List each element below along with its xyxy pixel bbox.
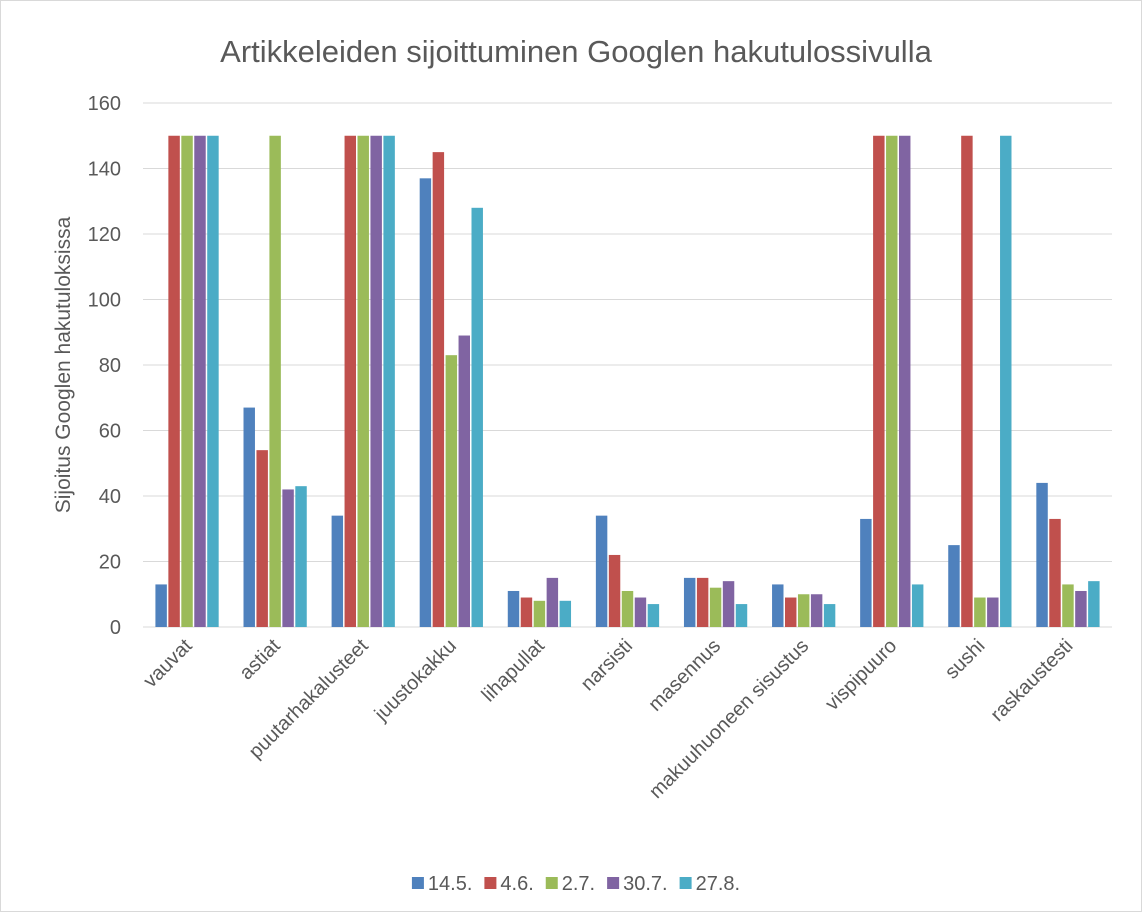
chart-title: Artikkeleiden sijoittuminen Googlen haku… <box>220 34 932 69</box>
bar <box>860 518 872 627</box>
bar <box>471 207 483 628</box>
bar <box>269 135 281 627</box>
bar <box>370 135 382 627</box>
legend-swatch <box>545 877 558 889</box>
bar <box>1049 518 1061 627</box>
bar <box>696 577 709 627</box>
bar <box>207 135 219 627</box>
bar <box>181 135 193 627</box>
bar <box>987 597 999 627</box>
bar <box>520 597 533 627</box>
bar <box>168 135 180 627</box>
bar <box>383 135 395 627</box>
legend-label: 4.6. <box>500 873 533 895</box>
bar <box>608 554 621 627</box>
bar <box>797 594 810 627</box>
bar <box>911 584 924 627</box>
bar <box>974 597 986 627</box>
legend-label: 14.5. <box>428 873 472 895</box>
bar <box>533 600 546 627</box>
bar <box>295 486 307 627</box>
legend-swatch <box>484 877 497 889</box>
bar <box>772 584 784 627</box>
y-tick-label: 0 <box>110 617 121 639</box>
bar <box>357 135 369 627</box>
bar <box>1075 590 1087 627</box>
bar <box>810 594 823 627</box>
bar <box>1036 482 1048 627</box>
bar <box>507 590 520 627</box>
y-axis-label: Sijoitus Googlen hakutuloksissa <box>52 216 75 513</box>
bar <box>683 577 696 627</box>
bar <box>735 604 748 627</box>
bar <box>155 584 167 627</box>
legend-label: 2.7. <box>562 873 595 895</box>
bar <box>1088 581 1100 627</box>
bar <box>898 135 911 627</box>
bar <box>445 355 458 627</box>
bar <box>194 135 206 627</box>
y-tick-label: 100 <box>88 290 121 312</box>
y-tick-label: 80 <box>99 355 121 377</box>
bar <box>873 135 885 627</box>
bar <box>419 178 432 627</box>
bar <box>432 152 445 627</box>
bar <box>282 489 294 627</box>
bar <box>634 597 647 627</box>
bar <box>948 545 960 627</box>
bar <box>647 604 660 627</box>
legend-swatch <box>679 877 692 889</box>
y-tick-label: 20 <box>99 552 121 574</box>
bar <box>331 515 344 627</box>
bar <box>1062 584 1074 627</box>
bar <box>722 581 735 627</box>
bar <box>823 604 836 627</box>
bar <box>256 450 268 627</box>
bar <box>709 587 722 627</box>
y-tick-label: 160 <box>88 93 121 115</box>
bar <box>546 577 559 627</box>
legend-swatch <box>607 877 620 889</box>
bar <box>559 600 572 627</box>
y-tick-label: 40 <box>99 486 121 508</box>
bar <box>243 407 255 627</box>
y-tick-label: 120 <box>88 224 121 246</box>
bar <box>621 590 634 627</box>
bar <box>595 515 608 627</box>
legend-swatch <box>411 877 424 889</box>
bar <box>961 135 973 627</box>
legend-label: 30.7. <box>623 873 667 895</box>
y-tick-label: 140 <box>88 159 121 181</box>
bar <box>886 135 898 627</box>
bar <box>785 597 797 627</box>
bar <box>344 135 357 627</box>
y-tick-label: 60 <box>99 421 121 443</box>
bar <box>1000 135 1012 627</box>
bar <box>458 335 470 627</box>
legend-label: 27.8. <box>696 873 740 895</box>
